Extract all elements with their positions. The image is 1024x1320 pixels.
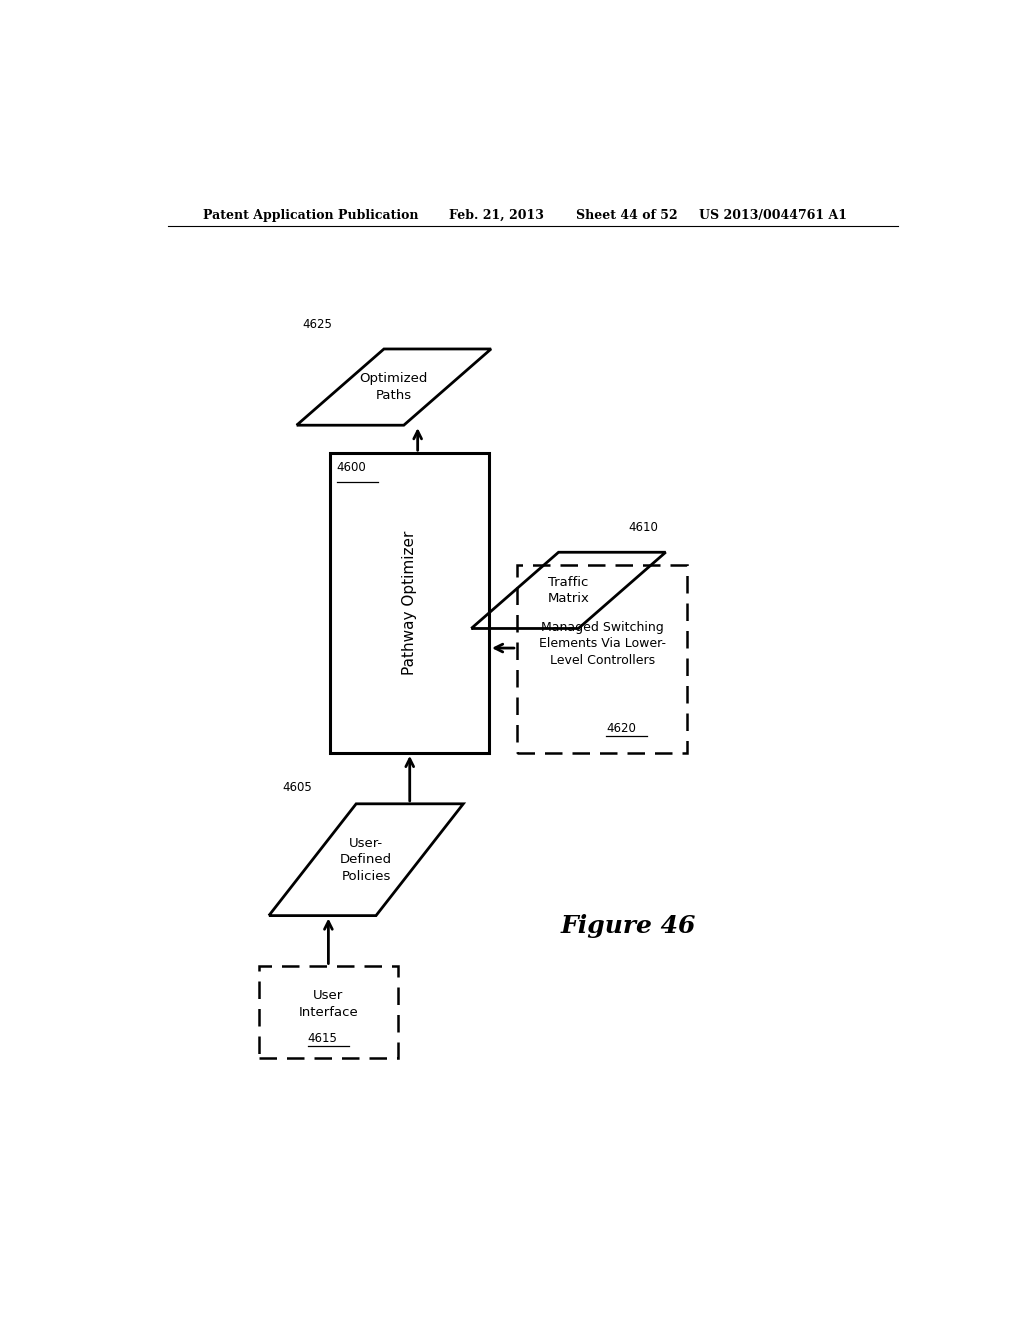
Text: 4605: 4605 (283, 780, 312, 793)
Text: Managed Switching
Elements Via Lower-
Level Controllers: Managed Switching Elements Via Lower- Le… (539, 620, 666, 667)
Text: 4615: 4615 (308, 1032, 338, 1044)
Text: 4620: 4620 (606, 722, 636, 735)
Text: User
Interface: User Interface (299, 989, 358, 1019)
Bar (259, 966, 397, 1057)
Text: Optimized
Paths: Optimized Paths (359, 372, 428, 401)
Text: Feb. 21, 2013: Feb. 21, 2013 (450, 209, 545, 222)
Text: Pathway Optimizer: Pathway Optimizer (402, 531, 417, 676)
Text: 4600: 4600 (337, 461, 367, 474)
Text: US 2013/0044761 A1: US 2013/0044761 A1 (699, 209, 848, 222)
Text: Patent Application Publication: Patent Application Publication (204, 209, 419, 222)
Text: 4610: 4610 (628, 521, 657, 535)
Text: Traffic
Matrix: Traffic Matrix (548, 576, 590, 605)
Text: Sheet 44 of 52: Sheet 44 of 52 (577, 209, 678, 222)
Bar (331, 453, 489, 752)
Text: Figure 46: Figure 46 (560, 913, 695, 937)
Text: User-
Defined
Policies: User- Defined Policies (340, 837, 392, 883)
Text: 4625: 4625 (303, 318, 333, 331)
Bar (517, 565, 687, 752)
